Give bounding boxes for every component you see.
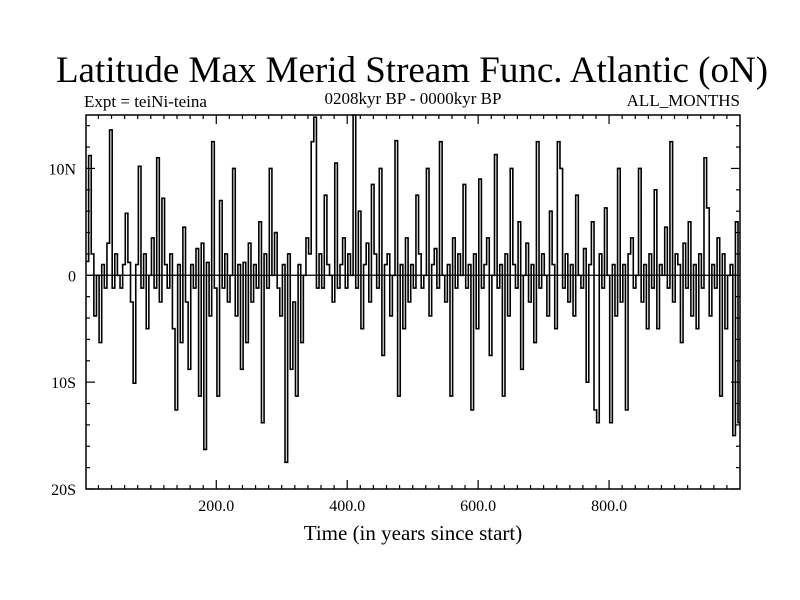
y-tick-label-2: 10S (51, 375, 76, 392)
x-tick-label-3: 800.0 (591, 498, 627, 515)
x-axis-label: Time (in years since start) (304, 521, 523, 545)
x-tick-label-2: 600.0 (460, 498, 496, 515)
time-range-label: 0208kyr BP - 0000kyr BP (325, 89, 502, 108)
x-tick-label-1: 400.0 (329, 498, 365, 515)
ticks-group: 200.0 400.0 600.0 800.0 10N 0 10S 20S (48, 115, 740, 515)
x-tick-label-0: 200.0 (198, 498, 234, 515)
chart-title: Latitude Max Merid Stream Func. Atlantic… (56, 50, 768, 91)
series-group (86, 114, 740, 464)
y-tick-label-0: 10N (48, 161, 76, 178)
months-label: ALL_MONTHS (627, 91, 740, 110)
series-line-0 (86, 114, 740, 464)
plot-area: 200.0 400.0 600.0 800.0 10N 0 10S 20S (48, 114, 741, 515)
experiment-label: Expt = teiNi-teina (84, 92, 207, 111)
y-tick-label-3: 20S (51, 482, 76, 499)
y-tick-label-1: 0 (68, 268, 76, 285)
